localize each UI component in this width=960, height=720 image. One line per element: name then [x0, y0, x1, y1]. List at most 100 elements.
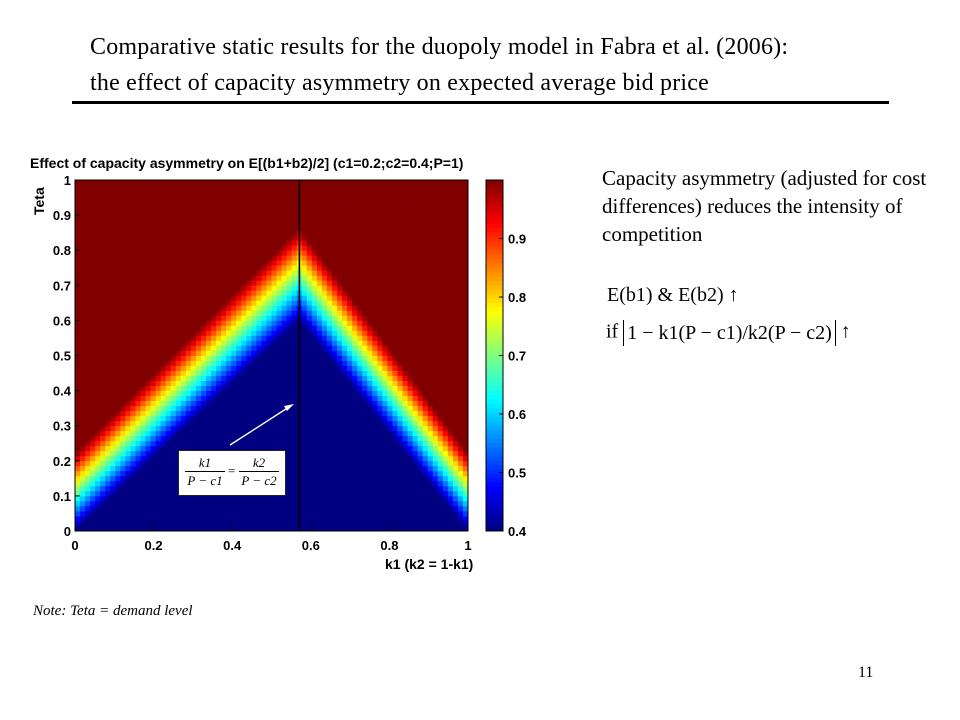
heatmap-cell	[135, 290, 141, 296]
heatmap-cell	[427, 385, 434, 391]
heatmap-cell	[251, 205, 257, 211]
heatmap-cell	[180, 510, 187, 517]
heatmap-cell	[125, 365, 131, 371]
heatmap-cell	[246, 445, 252, 452]
heatmap-cell	[367, 245, 373, 251]
heatmap-cell	[120, 205, 126, 211]
heatmap-cell	[236, 280, 242, 286]
heatmap-cell	[200, 325, 207, 331]
heatmap-cell	[291, 335, 298, 341]
heatmap-cell	[206, 390, 212, 397]
heatmap-cell	[347, 240, 353, 246]
heatmap-cell	[367, 230, 373, 236]
heatmap-cell	[125, 370, 131, 376]
heatmap-cell	[150, 455, 157, 462]
heatmap-cell	[347, 205, 353, 211]
heatmap-cell	[251, 220, 257, 226]
heatmap-cell	[195, 400, 202, 407]
heatmap-cell	[206, 280, 212, 286]
heatmap-cell	[80, 485, 86, 492]
heatmap-cell	[195, 260, 202, 266]
heatmap-cell	[160, 480, 167, 487]
heatmap-cell	[120, 460, 126, 467]
heatmap-cell	[80, 355, 86, 361]
heatmap-cell	[362, 515, 368, 522]
heatmap-cell	[160, 410, 167, 417]
heatmap-cell	[200, 195, 207, 201]
heatmap-cell	[175, 315, 182, 321]
heatmap-cell	[316, 455, 323, 462]
heatmap-cell	[316, 485, 323, 492]
heatmap-cell	[276, 430, 282, 437]
heatmap-cell	[130, 220, 136, 226]
heatmap-cell	[311, 410, 318, 417]
heatmap-cell	[165, 285, 172, 291]
heatmap-cell	[130, 235, 136, 241]
heatmap-cell	[105, 355, 111, 361]
heatmap-cell	[286, 500, 293, 507]
heatmap-cell	[160, 285, 167, 291]
heatmap-cell	[195, 270, 202, 276]
heatmap-cell	[417, 345, 424, 351]
heatmap-cell	[326, 510, 333, 517]
heatmap-cell	[372, 450, 378, 457]
heatmap-cell	[397, 445, 403, 452]
heatmap-cell	[382, 280, 388, 286]
heatmap-cell	[211, 400, 217, 407]
heatmap-cell	[95, 195, 101, 201]
heatmap-cell	[326, 260, 333, 266]
heatmap-cell	[417, 315, 424, 321]
heatmap-cell	[140, 425, 146, 432]
heatmap-cell	[407, 250, 413, 256]
heatmap-cell	[347, 255, 353, 261]
heatmap-cell	[261, 360, 267, 366]
heatmap-cell	[90, 250, 96, 256]
heatmap-cell	[85, 250, 91, 256]
heatmap-cell	[246, 440, 252, 447]
heatmap-cell	[226, 520, 232, 527]
heatmap-cell	[140, 460, 146, 467]
heatmap-cell	[392, 265, 398, 271]
heatmap-cell	[382, 505, 388, 512]
heatmap-cell	[377, 440, 383, 447]
heatmap-cell	[90, 320, 96, 326]
heatmap-cell	[150, 390, 157, 397]
heatmap-cell	[412, 515, 419, 522]
heatmap-cell	[246, 205, 252, 211]
heatmap-cell	[301, 200, 308, 206]
heatmap-cell	[165, 450, 172, 457]
heatmap-cell	[347, 375, 353, 381]
heatmap-cell	[95, 200, 101, 206]
heatmap-cell	[271, 290, 277, 296]
heatmap-cell	[352, 490, 358, 497]
heatmap-cell	[306, 465, 313, 472]
heatmap-cell	[321, 355, 328, 361]
heatmap-cell	[95, 400, 101, 407]
heatmap-cell	[392, 280, 398, 286]
heatmap-cell	[90, 180, 96, 186]
heatmap-cell	[135, 225, 141, 231]
heatmap-cell	[271, 210, 277, 216]
heatmap-cell	[85, 280, 91, 286]
heatmap-cell	[110, 425, 116, 432]
heatmap-cell	[170, 215, 177, 221]
heatmap-cell	[75, 370, 81, 376]
heatmap-cell	[251, 445, 257, 452]
heatmap-cell	[367, 260, 373, 266]
heatmap-cell	[231, 360, 237, 366]
heatmap-cell	[407, 480, 413, 487]
heatmap-cell	[291, 445, 298, 452]
heatmap-cell	[342, 205, 348, 211]
heatmap-cell	[236, 180, 242, 186]
heatmap-cell	[286, 245, 293, 251]
heatmap-cell	[266, 300, 272, 306]
heatmap-cell	[95, 295, 101, 301]
heatmap-cell	[140, 485, 146, 492]
heatmap-cell	[130, 320, 136, 326]
heatmap-cell	[221, 185, 227, 191]
heatmap-cell	[276, 390, 282, 397]
heatmap-cell	[226, 240, 232, 246]
heatmap-cell	[276, 435, 282, 442]
heatmap-cell	[80, 460, 86, 467]
heatmap-cell	[367, 350, 373, 356]
